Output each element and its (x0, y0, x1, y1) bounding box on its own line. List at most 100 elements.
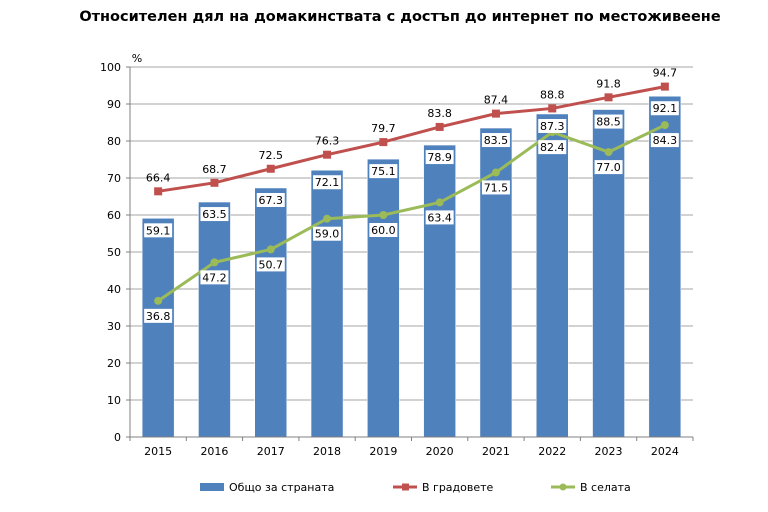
x-tick-label: 2018 (313, 445, 341, 458)
bar (648, 95, 682, 438)
data-label-box (538, 118, 567, 133)
point-marker (660, 121, 669, 130)
data-label: 84.3 (653, 134, 678, 147)
x-tick-label: 2024 (651, 445, 679, 458)
data-label-box (481, 133, 510, 148)
data-label: 71.5 (484, 181, 509, 194)
point-marker (379, 138, 388, 147)
data-label-box (144, 308, 173, 323)
data-label-box (369, 164, 398, 179)
data-label-box (256, 257, 285, 272)
point-marker (435, 122, 444, 131)
data-label-box (313, 226, 342, 241)
point-marker (604, 148, 613, 157)
data-label: 59.1 (146, 224, 171, 237)
bar (254, 187, 287, 438)
bar (198, 201, 231, 438)
y-tick-label: 50 (107, 246, 121, 259)
point-marker (266, 245, 275, 254)
data-label-box (369, 223, 398, 237)
x-tick-label: 2016 (200, 445, 228, 458)
data-label: 72.5 (259, 149, 284, 162)
data-label: 88.8 (540, 88, 565, 101)
point-marker (548, 104, 557, 113)
point-marker (660, 82, 669, 91)
bar-series (141, 95, 682, 438)
data-label-box (538, 140, 567, 155)
series-line (157, 85, 666, 193)
data-label: 83.8 (427, 107, 452, 120)
x-tick-label: 2023 (595, 445, 623, 458)
point-marker (491, 168, 500, 177)
y-tick-label: 10 (107, 394, 121, 407)
data-label-box (200, 207, 229, 222)
point-marker (379, 211, 388, 219)
data-label: 67.3 (259, 194, 284, 207)
data-label-box (425, 210, 454, 225)
y-tick-label: 100 (100, 61, 121, 74)
point-marker (210, 258, 219, 267)
data-label: 94.7 (653, 67, 678, 80)
data-label: 60.0 (371, 224, 396, 237)
data-label: 91.8 (596, 77, 621, 90)
axes: 0 10 20 30 40 50 60 70 80 90 100% 2015 2016 2017 2018 2… (100, 52, 694, 458)
y-tick-label: 80 (107, 135, 121, 148)
point-marker (604, 93, 613, 102)
legend-label: В селата (580, 481, 631, 494)
data-label: 78.9 (427, 151, 452, 164)
y-tick-label: 30 (107, 320, 121, 333)
y-axis-unit-label: % (132, 52, 142, 65)
point-marker (491, 109, 500, 118)
data-label-box (481, 180, 510, 195)
point-marker (323, 214, 332, 223)
bar (592, 109, 625, 438)
point-marker (210, 178, 219, 187)
data-label: 88.5 (596, 116, 621, 129)
data-label: 79.7 (371, 122, 396, 135)
data-label: 63.4 (427, 211, 452, 224)
data-label: 76.3 (315, 135, 340, 148)
data-label-box (425, 150, 454, 165)
data-label: 87.3 (540, 120, 565, 133)
y-tick-label: 70 (107, 172, 121, 185)
point-marker (154, 296, 163, 305)
x-tick-label: 2020 (426, 445, 454, 458)
x-tick-label: 2022 (538, 445, 566, 458)
data-label: 75.1 (371, 165, 396, 178)
legend-swatch (200, 483, 224, 491)
data-label-box (313, 175, 342, 190)
legend-marker (559, 483, 567, 491)
y-tick-label: 60 (107, 209, 121, 222)
y-tick-label: 90 (107, 98, 121, 111)
data-label: 50.7 (259, 258, 284, 271)
bar (141, 218, 175, 438)
chart-title: Относителен дял на домакинствата с достъ… (79, 9, 721, 25)
y-tick-label: 40 (107, 283, 121, 296)
x-tick-label: 2015 (144, 445, 172, 458)
data-label-box (144, 223, 173, 238)
data-label-box (200, 270, 229, 285)
line-series (154, 82, 669, 305)
bar (423, 144, 456, 438)
data-label: 66.4 (146, 171, 171, 184)
data-label: 77.0 (596, 161, 621, 174)
data-label: 47.2 (202, 271, 227, 284)
legend-label: В градовете (422, 481, 494, 494)
point-marker (154, 187, 163, 196)
data-label-box (594, 160, 623, 175)
data-label-box (650, 133, 679, 148)
data-label: 63.5 (202, 208, 227, 221)
series-line (157, 123, 666, 303)
legend: Общо за страната В градовете В селата (200, 481, 631, 494)
data-label: 92.1 (653, 102, 678, 115)
bar (536, 113, 569, 438)
x-tick-label: 2019 (369, 445, 397, 458)
data-label: 82.4 (540, 141, 565, 154)
data-label: 83.5 (484, 134, 509, 147)
data-label: 87.4 (484, 94, 509, 107)
x-tick-label: 2021 (482, 445, 510, 458)
point-marker (266, 164, 275, 173)
point-marker (323, 150, 332, 159)
data-label-box (256, 192, 285, 207)
legend-label: Общо за страната (229, 481, 334, 494)
